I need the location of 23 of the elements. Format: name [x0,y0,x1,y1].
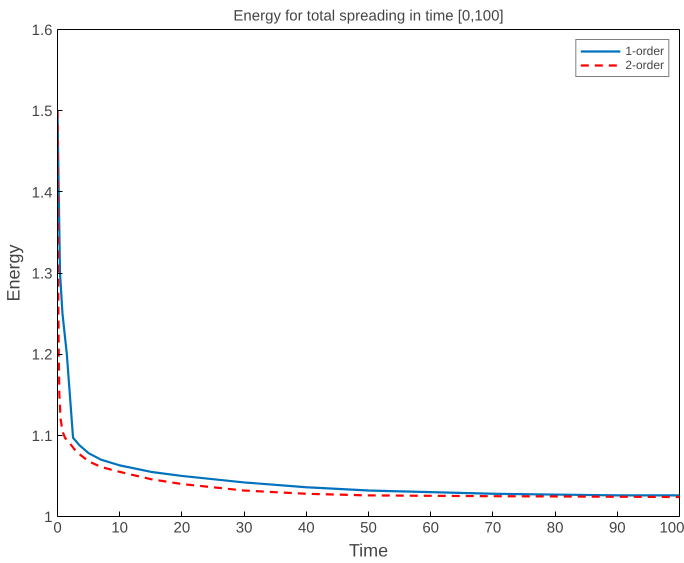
y-tick-label: 1.4 [32,184,53,202]
y-axis-title: Energy [4,244,24,302]
x-tick-label: 80 [546,520,564,536]
legend-label: 2-order [625,58,664,72]
x-tick-label: 90 [608,520,626,536]
x-tick-label: 10 [111,520,128,536]
y-tick-label: 1.1 [32,428,53,445]
y-tick-label: 1.3 [32,266,53,282]
legend-label: 1-order [625,44,664,58]
y-tick-label: 1.2 [32,346,53,364]
x-tick-label: 60 [422,520,440,536]
x-tick-label: 0 [53,520,62,536]
y-tick-label: 1.6 [32,22,53,39]
y-tick-label: 1 [44,509,52,526]
x-tick-label: 70 [484,520,502,536]
y-tick-label: 1.5 [32,103,53,120]
x-tick-label: 100 [659,520,684,536]
x-tick-label: 50 [360,520,377,536]
x-tick-label: 20 [174,520,190,536]
chart-title: Energy for total spreading in time [0,100] [233,8,504,24]
x-tick-label: 40 [298,520,315,536]
x-tick-label: 30 [236,520,252,536]
x-axis-title: Time [348,540,388,560]
